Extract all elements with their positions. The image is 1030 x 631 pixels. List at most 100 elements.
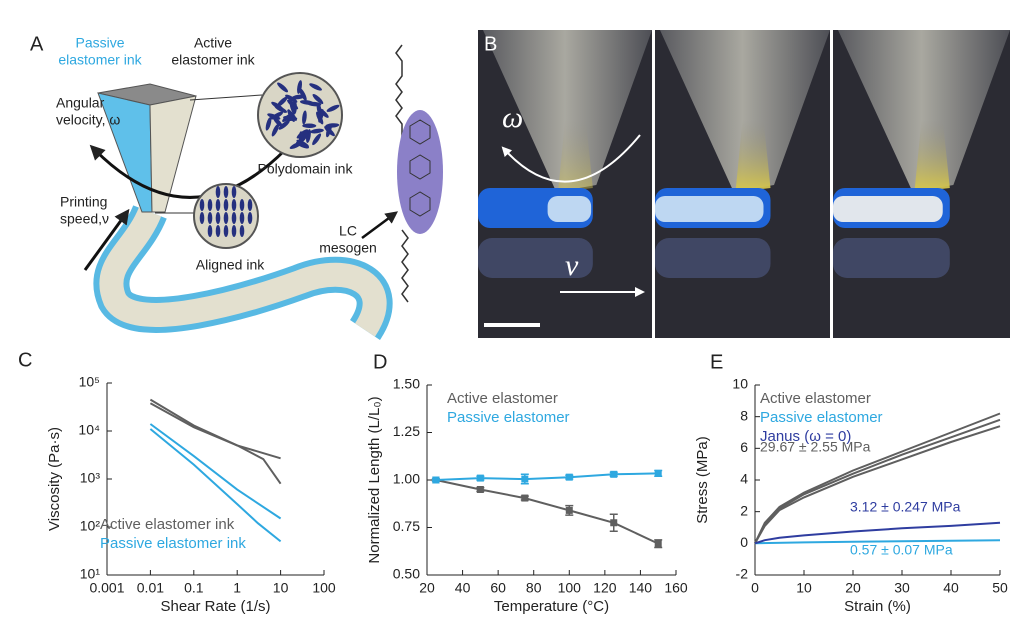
panel-label: C: [18, 349, 32, 371]
label: elastomer ink: [171, 52, 255, 68]
lc-aligned: [247, 212, 253, 224]
reflection: [655, 238, 771, 278]
marker: [476, 474, 484, 482]
y-tick-label: 10⁴: [78, 422, 100, 438]
lc-aligned: [215, 212, 221, 224]
y-tick-label: 4: [740, 471, 748, 487]
legend-entry: Active elastomer: [760, 390, 871, 407]
x-tick-label: 50: [992, 580, 1008, 596]
y-tick-label: 2: [740, 502, 748, 518]
nozzle-tip: [735, 120, 771, 192]
x-tick-label: 60: [490, 580, 506, 596]
lc-aligned: [239, 212, 245, 224]
panel-label: E: [710, 351, 723, 373]
lc-domain: [297, 80, 303, 94]
lc-domain: [309, 83, 322, 91]
x-tick-label: 40: [455, 580, 471, 596]
photos: [478, 30, 1010, 338]
y-axis-title: Normalized Length (L/L₀): [366, 396, 383, 563]
x-axis-title: Strain (%): [844, 598, 911, 615]
polydomain-circle: [257, 72, 343, 158]
lc-aligned: [207, 212, 213, 224]
lc-domain: [312, 133, 322, 146]
legend-entry: Passive elastomer: [447, 409, 570, 426]
panel-b: B ω v: [478, 30, 1010, 338]
speed: v: [565, 249, 579, 282]
lc-domain: [312, 94, 324, 105]
lc-aligned: [247, 199, 253, 211]
marker: [654, 469, 662, 477]
curve: [754, 521, 1001, 545]
label: speed,ν: [60, 211, 109, 227]
lc-domain: [271, 123, 280, 137]
x-tick-label: 140: [629, 580, 653, 596]
label: LC: [339, 223, 357, 239]
lc-domain: [302, 123, 317, 128]
y-tick-label: -2: [736, 566, 749, 582]
curve: [754, 418, 1001, 544]
y-tick-label: 10¹: [80, 566, 101, 582]
nozzle: [833, 30, 1010, 192]
lc-domain: [300, 130, 310, 143]
label: Angular: [56, 95, 105, 111]
marker: [610, 519, 618, 527]
label: mesogen: [319, 240, 377, 256]
label: Polydomain ink: [258, 161, 354, 177]
curve: [149, 402, 282, 485]
y-axis-title: Stress (MPa): [694, 436, 711, 524]
annotation: 3.12 ± 0.247 MPa: [850, 499, 961, 515]
marker: [432, 476, 440, 484]
lc-aligned: [239, 225, 245, 237]
lc-aligned: [215, 225, 221, 237]
lc-domain: [302, 110, 307, 125]
marker: [521, 475, 529, 483]
lc-domain: [324, 126, 335, 137]
y-tick-label: 10²: [80, 518, 101, 534]
lc-aligned: [207, 225, 213, 237]
x-tick-label: 80: [526, 580, 542, 596]
lc-aligned: [223, 199, 229, 211]
x-tick-label: 1: [233, 580, 241, 596]
legend-entry: Passive elastomer ink: [100, 535, 246, 552]
curve: [149, 423, 282, 520]
marker: [610, 470, 618, 478]
marker: [476, 486, 484, 493]
x-tick-label: 0: [751, 580, 759, 596]
omega: ω: [502, 101, 523, 134]
filament-white: [547, 196, 592, 222]
x-tick-label: 40: [943, 580, 959, 596]
lc-aligned: [231, 225, 237, 237]
curve: [149, 398, 281, 460]
x-tick-label: 30: [894, 580, 910, 596]
x-axis-title: Temperature (°C): [494, 598, 609, 615]
lc-aligned: [231, 199, 237, 211]
x-axis-title: Shear Rate (1/s): [160, 598, 270, 615]
annotation: 29.67 ± 2.55 MPa: [760, 439, 871, 455]
lc-domain: [277, 82, 289, 93]
lc-domain: [274, 105, 288, 113]
x-tick-label: 160: [664, 580, 688, 596]
rings: [409, 119, 431, 217]
lc-aligned: [231, 186, 237, 198]
nozzle: [478, 30, 652, 192]
marker: [565, 506, 573, 514]
label: elastomer ink: [58, 52, 142, 68]
lc-domain: [289, 141, 303, 150]
lc-domain: [291, 94, 306, 100]
mesogen-core: [397, 110, 443, 234]
y-tick-label: 0.75: [393, 518, 420, 534]
lc-aligned: [231, 212, 237, 224]
x-tick-label: 0.1: [184, 580, 204, 596]
legend-entry: Active elastomer ink: [100, 516, 235, 533]
lc-aligned: [199, 212, 205, 224]
x-tick-label: 10: [796, 580, 812, 596]
nozzle: [655, 30, 830, 192]
lc-aligned: [239, 199, 245, 211]
lc-domain: [325, 123, 340, 128]
legend-entry: Janus (ω = 0): [760, 428, 851, 445]
x-tick-label: 0.001: [89, 580, 124, 596]
nozzle-tip: [914, 120, 950, 192]
lc-domain: [265, 117, 272, 131]
lc-domain: [300, 100, 314, 105]
lc-domain: [318, 109, 324, 123]
